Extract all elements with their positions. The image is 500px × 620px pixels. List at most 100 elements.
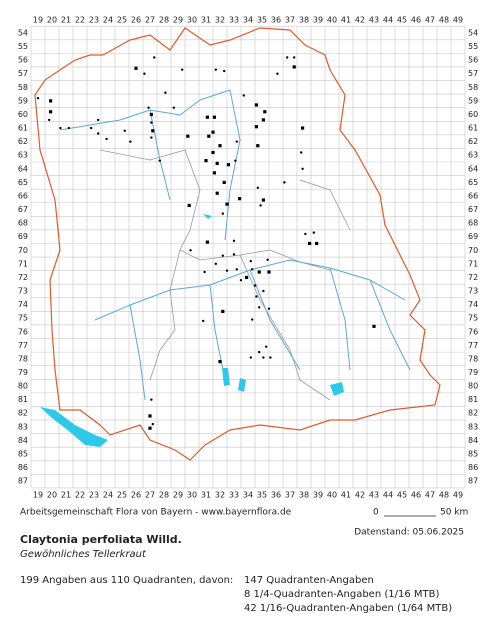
record-dot: [232, 253, 236, 256]
row-label: 80: [18, 382, 28, 391]
column-label: 40: [327, 16, 337, 25]
record-dot: [223, 69, 226, 73]
row-label: 61: [468, 124, 478, 133]
column-label: 24: [103, 490, 113, 499]
record-square: [256, 144, 260, 148]
column-label: 32: [215, 16, 225, 25]
column-label: 43: [369, 490, 379, 499]
row-label: 76: [18, 327, 28, 336]
record-dot: [239, 278, 243, 282]
record-dot: [259, 204, 262, 207]
record-dot: [221, 254, 224, 257]
record-dot: [189, 249, 192, 252]
record-dot: [123, 129, 127, 132]
record-square: [254, 125, 258, 129]
record-dot: [262, 356, 265, 359]
record-dot: [249, 259, 252, 263]
row-label: 68: [468, 219, 478, 228]
row-label: 56: [18, 56, 28, 65]
row-label: 69: [468, 232, 478, 241]
record-square: [211, 150, 215, 155]
record-dot: [232, 239, 236, 242]
column-label: 25: [117, 490, 127, 499]
row-label: 62: [18, 137, 28, 146]
column-label: 22: [75, 490, 85, 499]
record-square: [134, 66, 138, 70]
column-label: 38: [299, 16, 309, 25]
row-label: 76: [468, 327, 478, 336]
column-label: 46: [411, 490, 421, 499]
record-dot: [266, 258, 269, 261]
lake: [40, 407, 108, 447]
record-dot: [251, 318, 254, 321]
row-label: 71: [18, 259, 28, 268]
record-square: [226, 163, 230, 167]
record-dot: [235, 140, 238, 143]
row-label: 66: [18, 191, 28, 200]
row-label: 83: [468, 422, 478, 431]
row-label: 58: [468, 83, 478, 92]
record-square: [301, 126, 305, 130]
record-dot: [256, 186, 259, 190]
scale-start: 0: [373, 508, 379, 518]
column-label: 26: [131, 490, 141, 499]
record-square: [186, 134, 190, 138]
row-label: 78: [468, 354, 478, 363]
row-label: 79: [468, 368, 478, 377]
row-label: 72: [18, 273, 28, 282]
column-label: 40: [327, 490, 337, 499]
column-label: 41: [341, 16, 351, 25]
record-dot: [203, 270, 206, 274]
record-square: [315, 241, 319, 246]
row-label: 81: [18, 395, 28, 404]
row-label: 69: [18, 232, 28, 241]
column-label: 37: [285, 16, 295, 25]
record-dot: [105, 137, 108, 141]
record-square: [267, 270, 271, 274]
record-square: [261, 118, 265, 122]
column-label: 36: [271, 490, 281, 499]
column-label: 33: [229, 16, 239, 25]
column-label: 36: [271, 16, 281, 25]
record-square: [261, 198, 265, 202]
column-label: 45: [397, 490, 407, 499]
record-square: [151, 129, 155, 133]
column-label: 47: [425, 490, 435, 499]
record-square: [238, 197, 242, 201]
row-label: 61: [18, 124, 28, 133]
record-dot: [235, 268, 238, 271]
row-label: 70: [468, 246, 478, 255]
record-dot: [150, 121, 153, 124]
record-dot: [258, 350, 261, 354]
column-label: 19: [33, 16, 43, 25]
row-label: 57: [18, 69, 28, 78]
row-label: 81: [468, 395, 478, 404]
row-label: 60: [18, 110, 28, 119]
row-label: 59: [468, 96, 478, 105]
row-label: 85: [468, 449, 478, 458]
row-label: 64: [18, 164, 28, 173]
record-dot: [234, 159, 237, 162]
record-square: [292, 65, 296, 69]
column-label: 43: [369, 16, 379, 25]
record-dot: [97, 118, 100, 122]
row-label: 65: [468, 178, 478, 187]
column-label: 41: [341, 490, 351, 499]
record-square: [245, 275, 249, 280]
record-dot: [59, 126, 62, 130]
lake: [203, 214, 344, 396]
column-label: 29: [173, 490, 183, 499]
row-label: 64: [468, 164, 478, 173]
grid: [30, 25, 466, 489]
row-label: 68: [18, 219, 28, 228]
row-label: 72: [468, 273, 478, 282]
record-dot: [90, 126, 93, 130]
record-dot: [150, 398, 153, 401]
record-square: [49, 99, 53, 103]
river: [59, 89, 411, 401]
record-square: [215, 191, 219, 195]
column-label: 33: [229, 490, 239, 499]
title: Claytonia perfoliata Willd.: [20, 533, 182, 546]
record-square: [225, 202, 229, 206]
row-label: 79: [18, 368, 28, 377]
